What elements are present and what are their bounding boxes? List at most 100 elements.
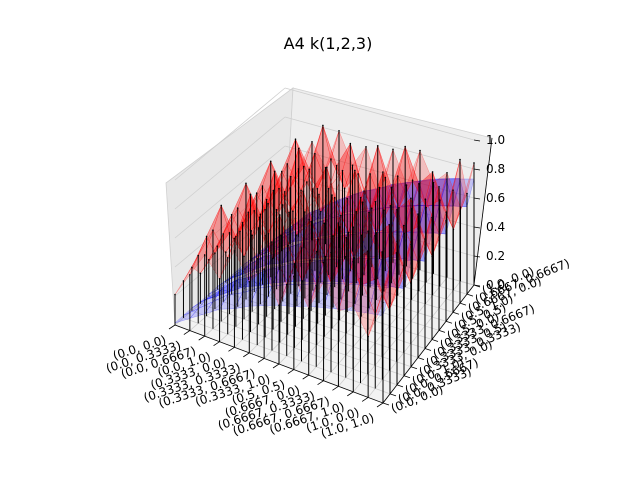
stem-marker <box>243 255 245 258</box>
stem-marker <box>392 148 394 151</box>
stem-marker <box>324 255 327 258</box>
stem-marker <box>218 277 221 280</box>
x-tick-mark <box>183 330 191 335</box>
stem-marker <box>286 163 289 165</box>
stem-marker <box>233 237 236 240</box>
stem-marker <box>357 173 359 175</box>
stem-marker <box>404 145 406 148</box>
stems <box>174 124 475 403</box>
wall-grid-z <box>174 87 286 181</box>
stem-marker <box>374 200 377 203</box>
stem-marker <box>284 195 286 197</box>
wall-grid-z <box>174 116 286 210</box>
stem-marker <box>368 211 370 214</box>
stem-marker <box>248 281 251 283</box>
stem-marker <box>347 231 350 234</box>
stem-marker <box>383 209 385 211</box>
stem-marker <box>249 193 252 196</box>
stem-marker <box>466 192 468 195</box>
wall-grid-z <box>174 145 286 239</box>
stem-marker <box>425 206 427 209</box>
y-tick-mark <box>382 402 390 406</box>
y-tick-mark <box>396 384 404 388</box>
x-tick-mark <box>257 358 265 363</box>
stem-marker <box>418 183 420 185</box>
y-tick-mark <box>389 393 397 397</box>
stem-marker <box>301 280 303 282</box>
stem-marker <box>314 152 316 155</box>
stem-marker <box>341 169 344 172</box>
wall-grid-z <box>174 174 286 268</box>
stem-marker <box>261 185 264 187</box>
stem-marker <box>351 164 354 167</box>
stem-marker <box>326 166 328 169</box>
stem-marker <box>212 229 214 231</box>
blue-surface-patch <box>425 178 447 206</box>
stem-marker <box>265 198 268 201</box>
stem-marker <box>289 175 292 178</box>
stem-marker <box>288 211 290 214</box>
stem-marker <box>311 141 313 143</box>
stem-marker <box>283 190 286 193</box>
stem-marker <box>327 187 330 190</box>
x-tick-mark <box>243 352 250 358</box>
stem-marker <box>405 184 408 186</box>
z-tick-label: 0.2 <box>486 249 505 263</box>
stem-marker <box>302 165 305 168</box>
stem-marker <box>419 149 421 152</box>
stem-marker <box>297 147 300 150</box>
stem-marker <box>253 209 256 212</box>
x-tick-mark <box>198 335 205 341</box>
stem-marker <box>236 207 239 209</box>
floor-grid-x <box>249 251 353 354</box>
wall-grid-z <box>284 116 475 170</box>
stem-marker <box>259 213 262 216</box>
stem-marker <box>264 208 266 211</box>
floor-grid-x <box>367 281 461 398</box>
stem-marker <box>389 204 392 207</box>
stem-marker <box>280 170 283 173</box>
wall-grid-z <box>284 145 475 199</box>
stem-marker <box>189 273 191 276</box>
stem-marker <box>346 197 349 200</box>
stem-marker <box>322 124 324 127</box>
stem-marker <box>239 230 241 233</box>
stem-marker <box>197 254 200 257</box>
stem-marker <box>308 168 311 171</box>
stem-marker <box>293 262 296 265</box>
stem-marker <box>272 189 275 192</box>
stem-marker <box>245 182 247 185</box>
stem-marker <box>452 228 455 231</box>
z-tick-label: 0.6 <box>486 191 505 205</box>
stem-marker <box>446 172 448 174</box>
stem-marker <box>365 146 367 148</box>
y-tick-mark <box>438 330 446 333</box>
stem-marker <box>438 186 440 188</box>
stem-marker <box>220 204 223 207</box>
stem-marker <box>388 223 391 226</box>
x-tick-mark <box>168 324 176 330</box>
z-tick-mark <box>473 255 481 258</box>
stem-marker <box>257 227 260 229</box>
stem-marker <box>241 221 244 224</box>
z-tick-label: 0.4 <box>486 220 505 234</box>
stem-marker <box>203 254 206 256</box>
wall-grid-z <box>284 87 475 141</box>
stem-marker <box>281 204 284 206</box>
stem-marker <box>289 187 291 189</box>
z-tick-label: 1.0 <box>486 133 505 147</box>
stem-marker <box>278 187 280 190</box>
x-tick-mark <box>317 380 324 386</box>
x-tick-mark <box>287 369 295 374</box>
stem-marker <box>191 266 193 269</box>
stem-marker <box>353 257 355 259</box>
stem-marker <box>335 164 338 167</box>
stem-marker <box>369 173 371 175</box>
floor-grid-x <box>219 243 326 343</box>
stem-marker <box>250 230 252 232</box>
x-tick-mark <box>302 374 309 380</box>
chart-title: A4 k(1,2,3) <box>284 34 373 53</box>
stem-marker <box>340 214 342 217</box>
stem-marker <box>333 196 336 199</box>
